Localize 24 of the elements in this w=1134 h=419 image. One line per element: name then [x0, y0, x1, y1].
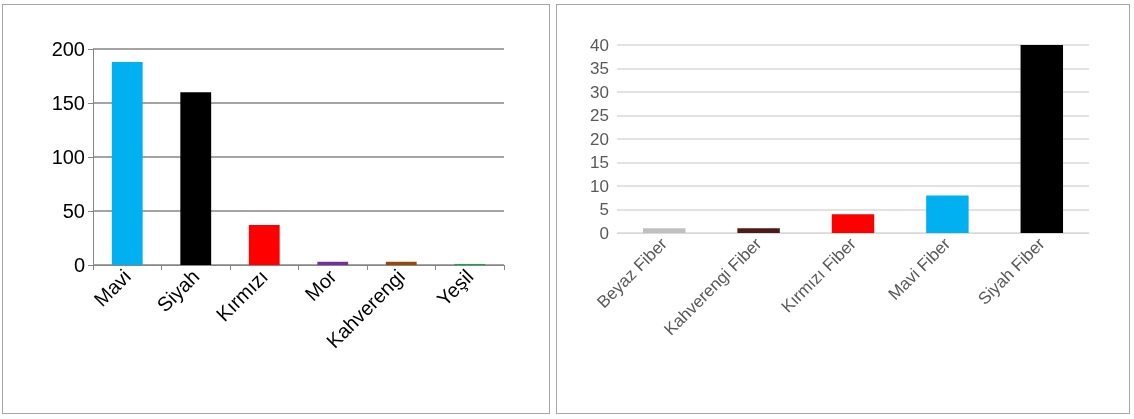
y-tick-label: 40	[590, 35, 609, 55]
y-tick-label: 0	[599, 223, 609, 243]
bar	[385, 261, 417, 265]
bar	[1020, 45, 1064, 233]
bar	[180, 92, 212, 265]
bar	[831, 214, 875, 233]
y-tick-label: 25	[590, 106, 609, 125]
bar	[926, 195, 969, 233]
y-tick-label: 50	[62, 200, 85, 222]
y-tick-label: 100	[51, 146, 85, 168]
bar	[317, 261, 349, 265]
y-tick-label: 20	[590, 129, 609, 149]
y-tick-label: 5	[599, 200, 609, 219]
bar	[642, 228, 686, 233]
bar	[111, 61, 143, 265]
bar	[737, 228, 780, 233]
bar	[248, 225, 280, 265]
y-tick-label: 15	[590, 153, 609, 172]
y-tick-label: 200	[51, 38, 85, 60]
y-tick-label: 10	[590, 176, 609, 196]
y-tick-label: 150	[51, 92, 85, 114]
y-tick-label: 35	[590, 59, 609, 78]
y-tick-label: 30	[590, 82, 609, 102]
y-tick-label: 0	[73, 254, 85, 276]
